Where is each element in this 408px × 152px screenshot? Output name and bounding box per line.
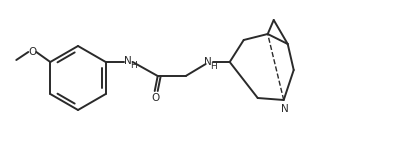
Text: H: H [130,62,137,71]
Text: N: N [204,57,212,67]
Text: O: O [152,93,160,103]
Text: O: O [28,47,36,57]
Text: N: N [124,56,132,66]
Text: N: N [281,104,288,114]
Text: H: H [210,62,217,71]
